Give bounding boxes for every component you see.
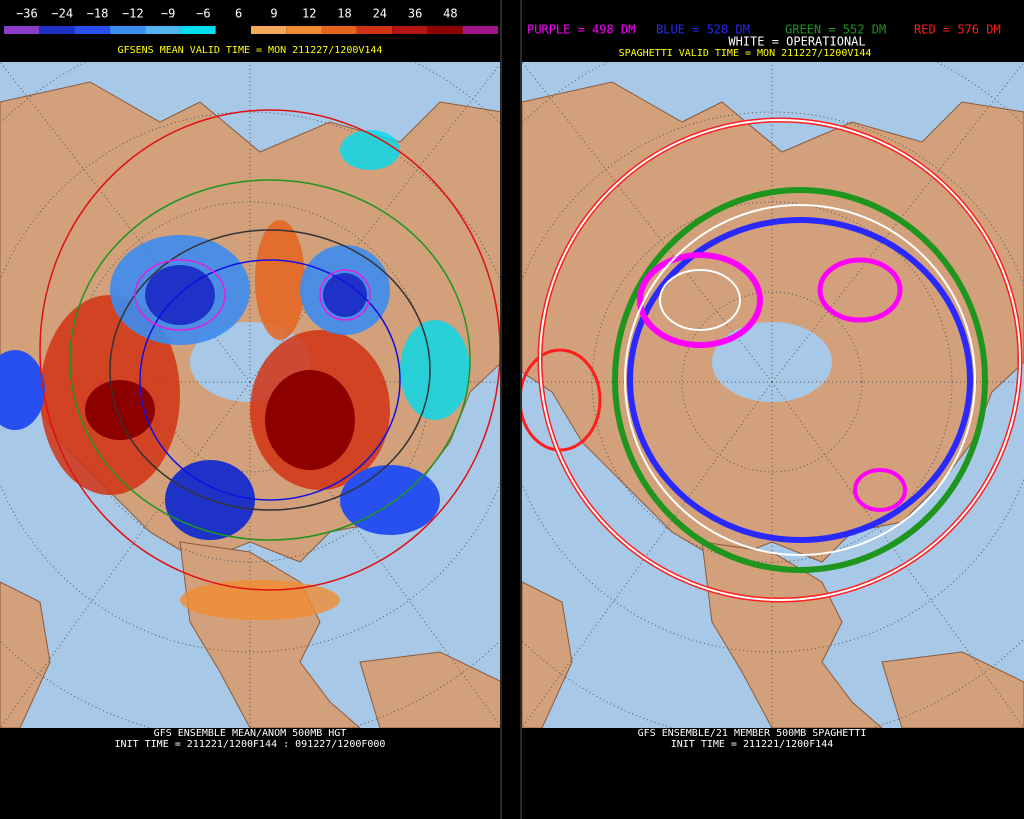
colorbar-swatch (74, 26, 110, 34)
footer: GFS ENSEMBLE/21 MEMBER 500MB SPAGHETTI (638, 728, 867, 739)
colorbar-swatch (321, 26, 357, 34)
colorbar: −36 −24 −18 −12 −9 −6 6 9 12 18 24 36 48 (4, 7, 498, 34)
divider (500, 0, 522, 819)
colorbar-swatch (286, 26, 322, 34)
colorbar-label: 6 (235, 7, 242, 21)
operational-label: WHITE = OPERATIONAL (728, 35, 865, 49)
legend-entry: BLUE = 528 DM (656, 23, 750, 37)
footer: INIT TIME = 211221/1200F144 (671, 739, 834, 750)
legend-entry: GREEN = 552 DM (785, 23, 886, 37)
colorbar-swatch (462, 26, 498, 34)
colorbar-swatch (356, 26, 393, 34)
colorbar-swatch (4, 26, 40, 34)
legend: PURPLE = 498 DM BLUE = 528 DM GREEN = 552 … (527, 23, 1001, 37)
colorbar-label: −9 (161, 7, 175, 21)
colorbar-swatch (109, 26, 146, 34)
colorbar-swatch (251, 26, 287, 34)
colorbar-label: −36 (16, 7, 38, 21)
colorbar-swatch (145, 26, 181, 34)
colorbar-swatch (39, 26, 75, 34)
colorbar-label: 24 (373, 7, 387, 21)
valid-time: GFSENS MEAN VALID TIME = MON 211227/1200… (118, 45, 383, 56)
colorbar-label: 12 (302, 7, 316, 21)
colorbar-label: 18 (337, 7, 351, 21)
colorbar-label: 36 (408, 7, 422, 21)
colorbar-label: −6 (196, 7, 210, 21)
colorbar-swatch (392, 26, 428, 34)
spaghetti-map (522, 62, 1024, 728)
colorbar-label: −18 (87, 7, 109, 21)
colorbar-label: −12 (122, 7, 144, 21)
colorbar-label: 9 (270, 7, 277, 21)
colorbar-swatch (180, 26, 216, 34)
colorbar-swatch (215, 26, 251, 34)
anomaly-map (0, 62, 500, 728)
legend-entry: PURPLE = 498 DM (527, 23, 635, 37)
colorbar-swatch (427, 26, 463, 34)
legend-entry: RED = 576 DM (914, 23, 1001, 37)
colorbar-label: −24 (51, 7, 73, 21)
colorbar-label: 48 (443, 7, 457, 21)
footer: INIT TIME = 211221/1200F144 : 091227/120… (115, 739, 386, 750)
valid-time: SPAGHETTI VALID TIME = MON 211227/1200V1… (619, 48, 872, 59)
footer: GFS ENSEMBLE MEAN/ANOM 500MB HGT (154, 728, 347, 739)
